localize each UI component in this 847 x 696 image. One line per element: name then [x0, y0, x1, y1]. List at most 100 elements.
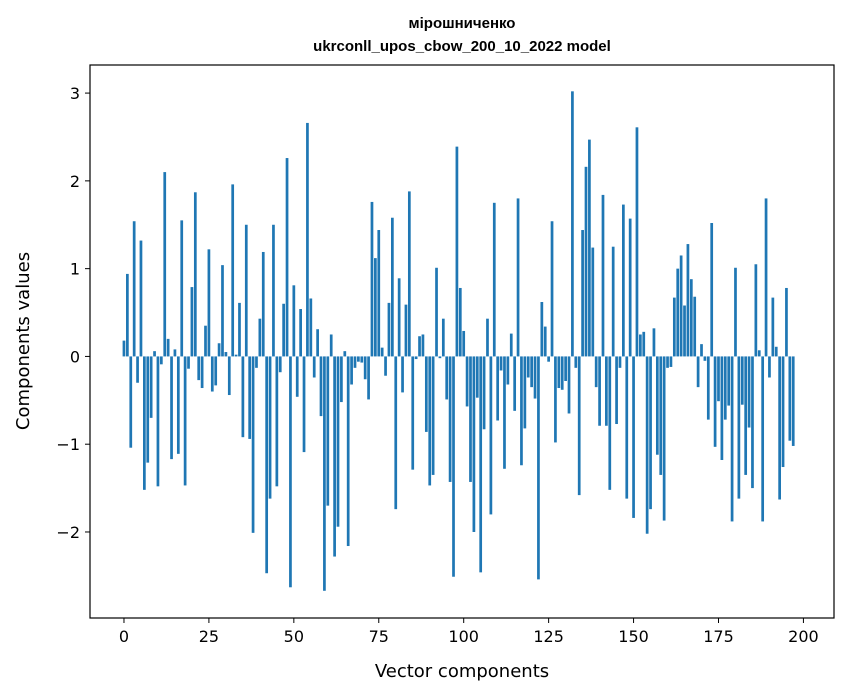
bar-component-92 — [435, 267, 438, 357]
bar-component-194 — [781, 356, 785, 468]
x-tick-label: 150 — [618, 627, 649, 646]
bar-component-125 — [547, 356, 550, 362]
bar-component-17 — [180, 220, 184, 357]
bar-component-64 — [340, 356, 343, 403]
bar-component-3 — [132, 221, 136, 357]
bar-component-152 — [639, 334, 642, 357]
bar-component-63 — [336, 356, 340, 527]
bar-component-161 — [669, 356, 673, 367]
bar-component-184 — [747, 356, 751, 428]
bar-component-116 — [516, 198, 520, 357]
bar-component-166 — [686, 244, 690, 357]
bar-component-44 — [272, 224, 275, 357]
bar-component-65 — [343, 351, 347, 357]
x-tick-label: 0 — [119, 627, 129, 646]
bar-component-83 — [404, 304, 408, 357]
bar-component-117 — [520, 356, 523, 466]
bar-component-128 — [557, 356, 561, 389]
bar-component-141 — [601, 194, 605, 357]
bar-component-30 — [224, 352, 228, 357]
bar-component-1 — [126, 273, 129, 357]
bar-component-20 — [190, 287, 194, 357]
bar-component-57 — [316, 329, 319, 357]
y-axis-ticks: −2 −1 0 1 2 3 — [56, 84, 90, 542]
bar-component-60 — [326, 356, 330, 506]
bar-component-51 — [295, 356, 299, 397]
bar-component-181 — [737, 356, 741, 499]
bar-component-154 — [645, 356, 649, 534]
bar-component-21 — [193, 192, 197, 357]
bar-component-46 — [278, 356, 282, 373]
bar-component-73 — [370, 201, 374, 357]
bar-component-186 — [754, 264, 758, 357]
bar-component-32 — [231, 184, 235, 357]
bar-component-140 — [598, 356, 601, 426]
x-tick-label: 25 — [199, 627, 219, 646]
bar-component-121 — [533, 356, 537, 399]
bar-component-175 — [717, 356, 720, 402]
x-axis-ticks: 0 25 50 75 100 125 150 175 200 — [119, 618, 819, 646]
bar-component-31 — [227, 356, 231, 396]
bar-component-176 — [720, 356, 724, 460]
bar-component-82 — [401, 356, 404, 393]
bar-component-91 — [431, 356, 435, 475]
bar-component-4 — [136, 356, 139, 383]
bar-component-94 — [441, 318, 445, 357]
bar-component-47 — [282, 303, 285, 357]
x-axis-label: Vector components — [375, 661, 549, 682]
bar-component-53 — [302, 356, 306, 453]
bar-component-28 — [217, 343, 221, 357]
bar-component-7 — [146, 356, 150, 463]
bar-component-160 — [666, 356, 669, 368]
bar-component-80 — [394, 356, 398, 510]
bar-component-130 — [564, 356, 567, 381]
bar-component-136 — [584, 166, 588, 357]
bars-group — [122, 91, 795, 591]
x-tick-label: 175 — [703, 627, 734, 646]
y-tick-label: 3 — [70, 84, 80, 103]
bar-component-123 — [540, 302, 544, 357]
bar-component-78 — [387, 302, 391, 357]
bar-component-119 — [526, 356, 530, 378]
bar-component-15 — [173, 349, 177, 357]
bar-component-193 — [778, 356, 781, 500]
bar-component-103 — [472, 356, 476, 532]
bar-component-90 — [428, 356, 432, 486]
bar-component-143 — [608, 356, 612, 490]
bar-component-81 — [397, 278, 401, 357]
bar-component-113 — [506, 356, 510, 385]
bar-component-164 — [679, 255, 683, 357]
bar-component-66 — [346, 356, 350, 547]
bar-component-67 — [350, 356, 353, 385]
y-tick-label: 0 — [70, 347, 80, 366]
bar-component-8 — [149, 356, 153, 418]
bar-component-195 — [785, 287, 788, 357]
bar-component-42 — [265, 356, 269, 574]
bar-component-69 — [357, 356, 360, 362]
bar-component-45 — [275, 356, 279, 487]
bar-component-167 — [689, 279, 693, 357]
bar-component-96 — [448, 356, 452, 482]
chart-title: мірошниченко — [409, 15, 516, 32]
bar-component-182 — [740, 356, 744, 405]
bar-component-40 — [258, 318, 262, 357]
bar-component-185 — [751, 356, 754, 489]
bar-component-149 — [628, 218, 632, 357]
bar-component-52 — [299, 309, 302, 357]
bar-component-177 — [723, 356, 727, 420]
bar-component-188 — [761, 356, 765, 522]
bar-component-183 — [744, 356, 748, 475]
x-tick-label: 50 — [284, 627, 304, 646]
bar-component-159 — [662, 356, 666, 521]
bar-component-122 — [537, 356, 540, 580]
plot-frame — [89, 64, 835, 619]
bar-component-26 — [210, 356, 214, 392]
bar-component-48 — [285, 158, 289, 357]
bar-component-110 — [496, 356, 500, 421]
bar-component-23 — [200, 356, 204, 389]
bar-component-88 — [421, 334, 425, 357]
bar-component-127 — [554, 356, 557, 443]
bar-component-137 — [588, 139, 591, 357]
bar-component-13 — [166, 338, 170, 357]
